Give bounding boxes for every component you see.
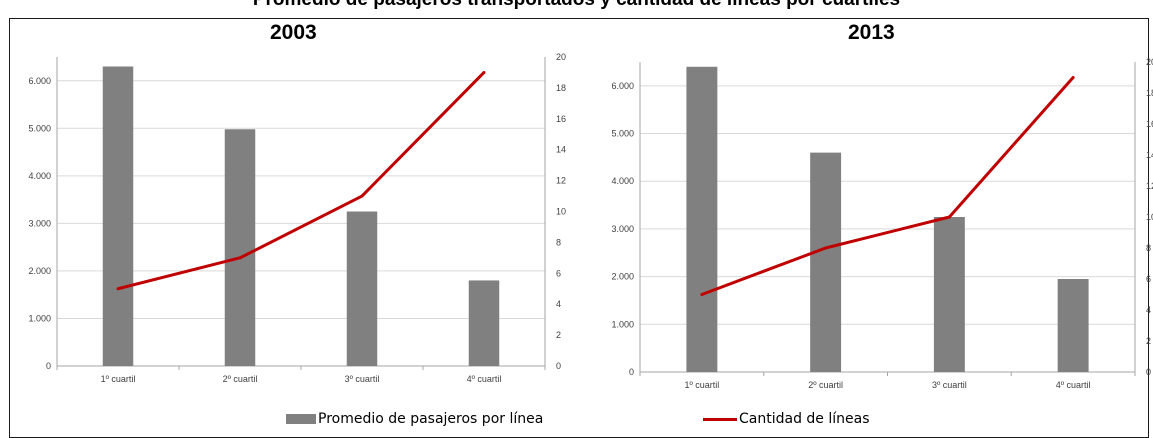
bar-2003-2 — [224, 129, 256, 366]
right-tick-label-2003: 6 — [556, 268, 561, 278]
right-tick-label-2013: 20 — [1146, 57, 1153, 67]
right-tick-label-2013: 2 — [1146, 336, 1151, 346]
category-label-2003: 1º cuartil — [101, 374, 136, 384]
category-label-2013: 3º cuartil — [932, 380, 967, 390]
panel-title-2003: 2003 — [270, 21, 317, 44]
left-tick-label-2013: 2.000 — [611, 272, 634, 282]
right-tick-label-2003: 10 — [556, 207, 566, 217]
right-tick-label-2013: 8 — [1146, 243, 1151, 253]
right-tick-label-2003: 0 — [556, 361, 561, 371]
left-tick-label-2013: 3.000 — [611, 224, 634, 234]
category-label-2013: 4º cuartil — [1056, 380, 1091, 390]
line-point-2013-4 — [1071, 76, 1075, 79]
category-label-2013: 1º cuartil — [684, 380, 719, 390]
left-tick-label-2013: 6.000 — [611, 81, 634, 91]
right-tick-label-2013: 10 — [1146, 212, 1153, 222]
legend-bar-swatch — [286, 414, 316, 424]
chart-main-title: Promedio de pasajeros transportados y ca… — [0, 0, 1153, 12]
line-point-2003-1 — [116, 287, 120, 291]
line-series-2003 — [117, 71, 486, 291]
left-tick-label-2013: 1.000 — [611, 319, 634, 329]
left-tick-label-2013: 0 — [629, 367, 634, 377]
right-tick-label-2013: 4 — [1146, 305, 1151, 315]
bar-2003-4 — [468, 280, 500, 366]
right-tick-label-2003: 16 — [556, 114, 566, 124]
legend-bar-label: Promedio de pasajeros por línea — [318, 411, 544, 427]
panel-title-2013: 2013 — [848, 21, 895, 44]
category-label-2003: 4º cuartil — [467, 374, 502, 384]
line-point-2003-4 — [482, 70, 486, 74]
category-label-2003: 2º cuartil — [223, 374, 258, 384]
left-tick-label-2003: 3.000 — [28, 218, 51, 228]
bar-2003-1 — [102, 66, 134, 366]
legend-line-label: Cantidad de líneas — [739, 411, 870, 427]
category-label-2013: 2º cuartil — [808, 380, 843, 390]
bar-2013-1 — [686, 66, 718, 373]
right-tick-label-2013: 14 — [1146, 150, 1153, 160]
left-tick-label-2003: 0 — [46, 361, 51, 371]
line-point-2013-2 — [824, 246, 828, 250]
left-tick-label-2003: 6.000 — [28, 76, 51, 86]
left-tick-label-2003: 5.000 — [28, 123, 51, 133]
left-tick-label-2003: 2.000 — [28, 266, 51, 276]
left-tick-label-2003: 1.000 — [28, 313, 51, 323]
right-tick-label-2013: 16 — [1146, 119, 1153, 129]
bar-2003-3 — [346, 211, 378, 366]
left-tick-label-2013: 5.000 — [611, 129, 634, 139]
bar-2013-4 — [1057, 279, 1089, 372]
right-tick-label-2003: 2 — [556, 330, 561, 340]
left-tick-label-2013: 4.000 — [611, 176, 634, 186]
right-tick-label-2013: 0 — [1146, 367, 1151, 377]
right-tick-label-2003: 18 — [556, 83, 566, 93]
bar-2013-3 — [933, 217, 965, 372]
line-point-2003-2 — [238, 256, 242, 260]
legend-line-swatch — [703, 417, 737, 421]
line-point-2013-3 — [947, 215, 951, 219]
left-tick-label-2003: 4.000 — [28, 171, 51, 181]
legend-bars: Promedio de pasajeros por línea — [286, 408, 543, 430]
legend-line: Cantidad de líneas — [703, 408, 870, 430]
right-tick-label-2003: 12 — [556, 176, 566, 186]
right-tick-label-2003: 14 — [556, 145, 566, 155]
line-point-2013-1 — [700, 293, 704, 296]
right-tick-label-2003: 8 — [556, 237, 561, 247]
right-tick-label-2013: 18 — [1146, 88, 1153, 98]
category-label-2003: 3º cuartil — [345, 374, 380, 384]
bar-2013-2 — [810, 152, 842, 372]
right-tick-label-2003: 20 — [556, 52, 566, 62]
line-point-2003-3 — [360, 194, 364, 198]
right-tick-label-2013: 12 — [1146, 181, 1153, 191]
right-tick-label-2003: 4 — [556, 299, 561, 309]
line-series-2013 — [701, 76, 1075, 296]
right-tick-label-2013: 6 — [1146, 274, 1151, 284]
